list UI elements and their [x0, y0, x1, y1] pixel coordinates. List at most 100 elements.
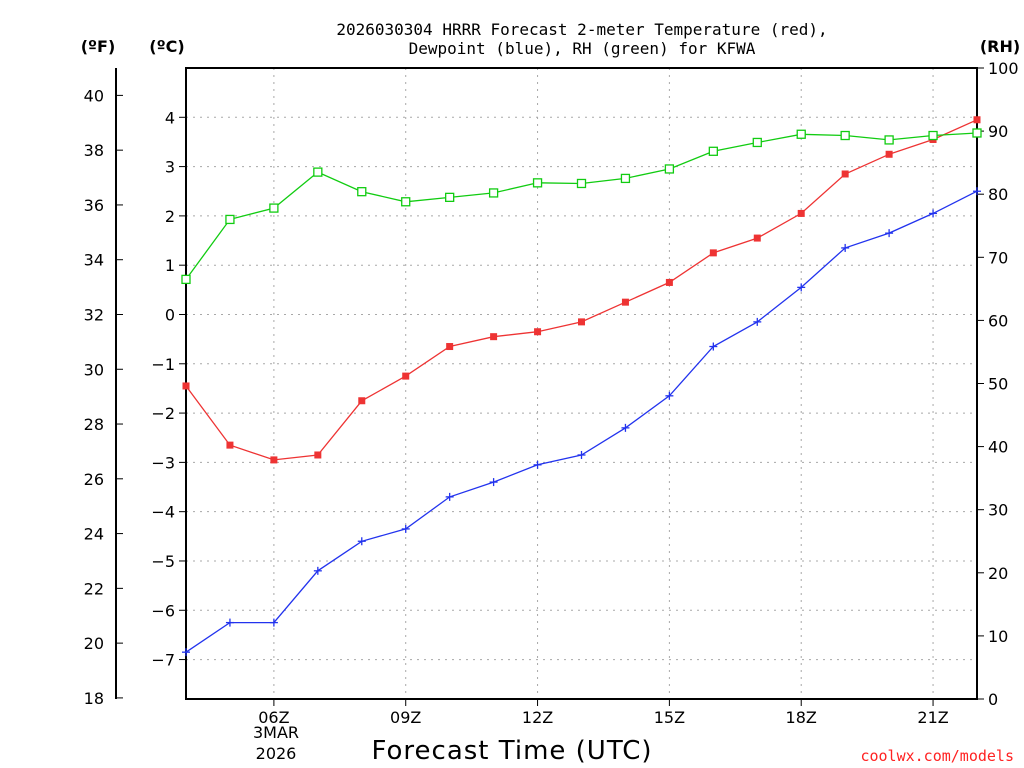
x-axis-label: Forecast Time (UTC)	[371, 736, 652, 766]
rh-point	[620, 173, 631, 184]
rh-point	[225, 214, 235, 225]
rh-point	[576, 178, 587, 189]
credit-link[interactable]: coolwx.com/models	[860, 747, 1014, 765]
temperature-point	[797, 209, 805, 217]
temperature-point	[665, 278, 673, 286]
celsius-tick-label: −2	[151, 404, 175, 423]
fahrenheit-tick-label: 20	[84, 634, 104, 653]
axis-ticks: −7−6−5−4−3−2−101234182022242628303234363…	[84, 59, 1019, 727]
grid-lines	[186, 68, 977, 699]
dewpoint-series-line	[185, 190, 978, 653]
data-series	[181, 116, 982, 657]
temperature-point	[358, 397, 366, 405]
temperature-point	[182, 382, 190, 390]
temperature-point	[226, 441, 234, 449]
fahrenheit-tick-label: 36	[84, 196, 104, 215]
celsius-tick-label: −3	[151, 453, 175, 472]
temperature-point	[973, 116, 981, 124]
x-tick-label: 21Z	[917, 708, 948, 727]
celsius-tick-label: −7	[151, 651, 175, 670]
rh-point	[181, 274, 191, 285]
fahrenheit-tick-label: 28	[84, 415, 104, 434]
fahrenheit-tick-label: 22	[84, 579, 104, 598]
date-label-year: 2026	[256, 744, 297, 763]
dewpoint-point	[577, 450, 586, 459]
celsius-tick-label: 0	[165, 305, 175, 324]
fahrenheit-tick-label: 40	[84, 86, 104, 105]
celsius-tick-label: −5	[151, 552, 175, 571]
rh-tick-label: 30	[988, 501, 1008, 520]
axes	[115, 67, 978, 700]
date-label-day: 3MAR	[253, 723, 299, 742]
rh-unit-label: (RH)	[980, 37, 1020, 56]
rh-point	[357, 187, 367, 197]
x-tick-label: 18Z	[786, 708, 817, 727]
temperature-point	[490, 333, 498, 341]
celsius-tick-label: −1	[151, 355, 175, 374]
rh-point	[752, 137, 762, 148]
dewpoint-point	[225, 618, 234, 627]
fahrenheit-tick-label: 34	[84, 251, 104, 270]
rh-point	[664, 164, 675, 174]
dewpoint-point	[533, 460, 542, 469]
x-tick-label: 15Z	[654, 708, 685, 727]
celsius-tick-label: −4	[151, 503, 175, 522]
rh-point	[840, 130, 850, 141]
rh-tick-label: 20	[988, 564, 1008, 583]
rh-tick-label: 40	[988, 438, 1008, 457]
rh-series-line	[185, 132, 978, 280]
rh-tick-label: 50	[988, 375, 1008, 394]
celsius-tick-label: 2	[165, 207, 175, 226]
dewpoint-point	[489, 478, 498, 487]
celsius-tick-label: −6	[151, 601, 175, 620]
dewpoint-point	[797, 283, 806, 292]
dewpoint-point	[929, 209, 938, 218]
dewpoint-point	[357, 537, 366, 546]
rh-point	[884, 135, 894, 145]
rh-tick-label: 100	[988, 59, 1019, 78]
temperature-point	[446, 343, 454, 351]
temperature-point	[885, 150, 893, 158]
chart-title-line2: Dewpoint (blue), RH (green) for KFWA	[409, 39, 756, 58]
fahrenheit-tick-label: 18	[84, 689, 104, 708]
fahrenheit-tick-label: 30	[84, 360, 104, 379]
chart-title-line1: 2026030304 HRRR Forecast 2-meter Tempera…	[336, 20, 827, 39]
rh-point	[928, 130, 938, 141]
dewpoint-point	[445, 492, 454, 501]
plot-frame	[185, 67, 978, 700]
fahrenheit-tick-label: 26	[84, 470, 104, 489]
dewpoint-point	[665, 391, 674, 400]
dewpoint-point	[973, 187, 981, 196]
rh-point	[708, 146, 718, 156]
celsius-unit-label: (ºC)	[149, 37, 184, 56]
rh-tick-label: 10	[988, 627, 1008, 646]
fahrenheit-tick-label: 38	[84, 141, 104, 160]
temperature-point	[534, 328, 542, 336]
rh-point	[532, 178, 543, 188]
dewpoint-point	[885, 229, 894, 238]
temperature-point	[621, 298, 629, 306]
dewpoint-point	[709, 342, 718, 351]
dewpoint-point	[753, 317, 762, 326]
rh-point	[796, 129, 806, 139]
rh-point	[972, 128, 982, 138]
rh-point	[313, 167, 323, 177]
fahrenheit-unit-label: (ºF)	[81, 37, 116, 56]
rh-tick-label: 80	[988, 185, 1008, 204]
rh-point	[269, 203, 279, 213]
rh-tick-label: 70	[988, 248, 1008, 267]
rh-point	[488, 188, 499, 198]
celsius-tick-label: 3	[165, 158, 175, 177]
rh-point	[445, 192, 455, 203]
temperature-point	[314, 451, 322, 459]
celsius-tick-label: 4	[165, 108, 175, 127]
x-tick-label: 12Z	[522, 708, 553, 727]
celsius-tick-label: 1	[165, 256, 175, 275]
temperature-point	[709, 249, 717, 257]
fahrenheit-tick-label: 32	[84, 305, 104, 324]
temperature-point	[270, 456, 278, 464]
dewpoint-point	[182, 648, 190, 657]
rh-tick-label: 60	[988, 311, 1008, 330]
dewpoint-point	[269, 618, 278, 627]
